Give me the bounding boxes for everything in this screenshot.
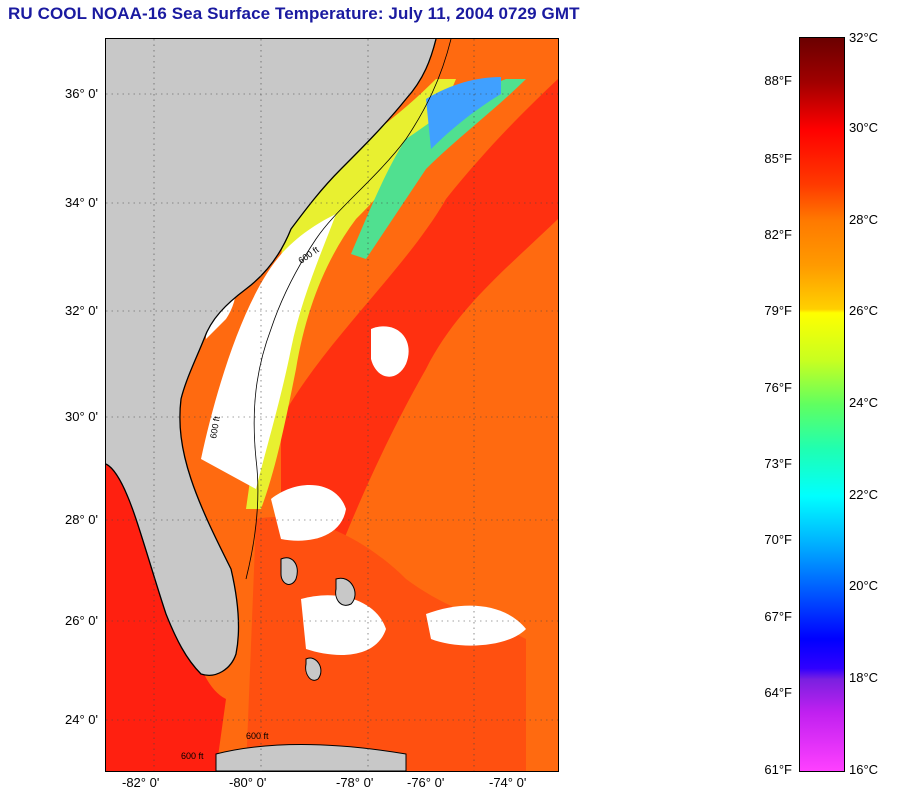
sst-map-svg: 600 ft 600 ft 600 ft 600 ft	[106, 39, 558, 771]
colorbar-f-64: 64°F	[764, 685, 792, 700]
colorbar-f-73: 73°F	[764, 456, 792, 471]
grid-lines	[106, 39, 558, 771]
lat-label-26: 26° 0'	[65, 613, 98, 628]
colorbar-f-85: 85°F	[764, 151, 792, 166]
cloud-area-5	[426, 605, 526, 646]
lon-label-76: -76° 0'	[407, 775, 445, 790]
coastline	[106, 39, 437, 676]
southeast-warm-area	[246, 517, 526, 771]
temperature-colorbar	[799, 37, 845, 772]
shelf-green-water	[351, 79, 526, 259]
colorbar-c-20: 20°C	[849, 578, 879, 593]
colorbar-c-28: 28°C	[849, 212, 879, 227]
lon-label-80: -80° 0'	[229, 775, 267, 790]
colorbar-f-61: 61°F	[764, 762, 792, 777]
colorbar-c-22: 22°C	[849, 487, 879, 502]
colorbar-c-16: 16°C	[849, 762, 879, 777]
colorbar-f-70: 70°F	[764, 532, 792, 547]
colorbar-f-76: 76°F	[764, 380, 792, 395]
sst-map[interactable]: 600 ft 600 ft 600 ft 600 ft	[105, 38, 559, 772]
map-title: RU COOL NOAA-16 Sea Surface Temperature:…	[8, 4, 580, 23]
colorbar-f-67: 67°F	[764, 609, 792, 624]
lat-label-24: 24° 0'	[65, 712, 98, 727]
colorbar-f-79: 79°F	[764, 303, 792, 318]
cuba-land	[215, 744, 407, 771]
cloud-area-2	[371, 326, 409, 377]
colorbar-c-32: 32°C	[849, 30, 879, 45]
shelf-blue-water	[426, 77, 501, 149]
gulf-stream-band	[281, 79, 558, 559]
colorbar-c-24: 24°C	[849, 395, 879, 410]
bahamas-islands	[280, 557, 356, 681]
lat-label-36: 36° 0'	[65, 86, 98, 101]
lat-label-30: 30° 0'	[65, 409, 98, 424]
lat-label-34: 34° 0'	[65, 195, 98, 210]
colorbar-f-82: 82°F	[764, 227, 792, 242]
lon-label-78: -78° 0'	[336, 775, 374, 790]
cloud-area-4	[301, 595, 386, 655]
depth-contour-600ft	[245, 39, 452, 580]
land-mass	[106, 39, 436, 676]
cloud-area-3	[271, 485, 346, 541]
colorbar-c-18: 18°C	[849, 670, 879, 685]
contour-label-4: 600 ft	[181, 751, 204, 761]
lon-label-82: -82° 0'	[122, 775, 160, 790]
colorbar-c-26: 26°C	[849, 303, 879, 318]
lon-label-74: -74° 0'	[489, 775, 527, 790]
lat-label-32: 32° 0'	[65, 303, 98, 318]
cloud-area-1	[201, 214, 336, 489]
contour-label-2: 600 ft	[208, 415, 222, 439]
colorbar-f-88: 88°F	[764, 73, 792, 88]
lat-label-28: 28° 0'	[65, 512, 98, 527]
colorbar-c-30: 30°C	[849, 120, 879, 135]
contour-label-3: 600 ft	[246, 731, 269, 741]
